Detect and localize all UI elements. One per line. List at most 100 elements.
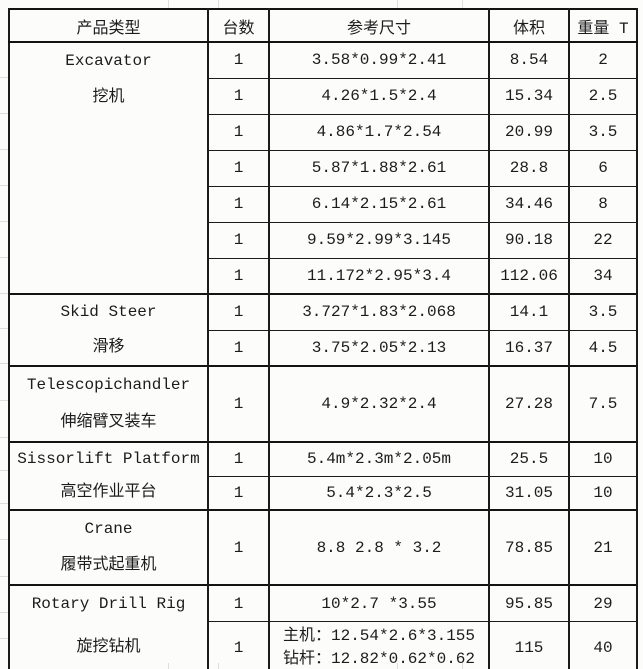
unit-count-cell[interactable]: 1 bbox=[207, 621, 270, 669]
weight-cell[interactable]: 40 bbox=[568, 621, 638, 669]
reference-size-cell[interactable]: 9.59*2.99*3.145 bbox=[268, 221, 490, 259]
gridline-stub bbox=[168, 663, 169, 669]
product-name-en: Rotary Drill Rig bbox=[31, 595, 186, 613]
reference-size-line: 主机：12.54*2.6*3.155 bbox=[282, 626, 476, 645]
product-name-zh: 伸缩臂叉装车 bbox=[60, 413, 157, 431]
table-row: Skid Steer 滑移 1 3.727*1.83*2.068 14.1 3.5 bbox=[8, 293, 638, 367]
volume-cell[interactable]: 95.85 bbox=[488, 584, 570, 623]
table-row: 1 9.59*2.99*3.145 90.18 22 bbox=[9, 221, 638, 259]
table-row: 1 6.14*2.15*2.61 34.46 8 bbox=[9, 185, 638, 223]
weight-cell[interactable]: 4.5 bbox=[568, 329, 638, 367]
reference-size-cell[interactable]: 4.86*1.7*2.54 bbox=[268, 113, 490, 151]
product-type-cell[interactable]: Excavator 挖机 bbox=[8, 41, 209, 295]
weight-cell[interactable]: 6 bbox=[568, 149, 638, 187]
unit-count-cell[interactable]: 1 bbox=[207, 257, 270, 295]
reference-size-cell[interactable]: 主机：12.54*2.6*3.155 钻杆：12.82*0.62*0.62 bbox=[268, 621, 490, 669]
gridline-stub bbox=[397, 0, 398, 8]
volume-cell[interactable]: 25.5 bbox=[488, 441, 570, 477]
gridline-stub bbox=[397, 663, 398, 669]
volume-cell[interactable]: 112.06 bbox=[488, 257, 570, 295]
gridline-stub bbox=[0, 328, 8, 329]
volume-cell[interactable]: 28.8 bbox=[488, 149, 570, 187]
volume-cell[interactable]: 20.99 bbox=[488, 113, 570, 151]
volume-cell[interactable]: 31.05 bbox=[488, 475, 570, 511]
product-type-cell[interactable]: Telescopichandler 伸缩臂叉装车 bbox=[8, 365, 209, 443]
gridline-stub bbox=[0, 612, 8, 613]
unit-count-cell[interactable]: 1 bbox=[207, 365, 270, 443]
table-row: Crane 履带式起重机 1 8.8 2.8 * 3.2 78.85 21 bbox=[8, 509, 638, 586]
weight-cell[interactable]: 34 bbox=[568, 257, 638, 295]
gridline-stub bbox=[0, 77, 8, 78]
reference-size-cell[interactable]: 3.75*2.05*2.13 bbox=[268, 329, 490, 367]
reference-size-cell[interactable]: 5.4*2.3*2.5 bbox=[268, 475, 490, 511]
weight-cell[interactable]: 3.5 bbox=[568, 293, 638, 331]
product-type-cell[interactable]: Rotary Drill Rig 旋挖钻机 bbox=[8, 584, 209, 669]
gridline-stub bbox=[0, 470, 8, 471]
header-unit-count[interactable]: 台数 bbox=[207, 8, 270, 43]
product-name-en: Sissorlift Platform bbox=[17, 450, 200, 468]
gridline-stub bbox=[0, 539, 8, 540]
reference-size-cell[interactable]: 8.8 2.8 * 3.2 bbox=[268, 509, 490, 586]
unit-count-cell[interactable]: 1 bbox=[207, 113, 270, 151]
volume-cell[interactable]: 90.18 bbox=[488, 221, 570, 259]
weight-cell[interactable]: 10 bbox=[568, 441, 638, 477]
volume-cell[interactable]: 78.85 bbox=[488, 509, 570, 586]
volume-cell[interactable]: 8.54 bbox=[488, 41, 570, 79]
product-name-en: Crane bbox=[84, 520, 133, 538]
reference-size-cell[interactable]: 3.727*1.83*2.068 bbox=[268, 293, 490, 331]
reference-size-cell[interactable]: 4.9*2.32*2.4 bbox=[268, 365, 490, 443]
weight-cell[interactable]: 7.5 bbox=[568, 365, 638, 443]
table-row: 1 3.75*2.05*2.13 16.37 4.5 bbox=[9, 329, 638, 367]
unit-count-cell[interactable]: 1 bbox=[207, 221, 270, 259]
unit-count-cell[interactable]: 1 bbox=[207, 441, 270, 477]
volume-cell[interactable]: 34.46 bbox=[488, 185, 570, 223]
unit-count-cell[interactable]: 1 bbox=[207, 509, 270, 586]
unit-count-cell[interactable]: 1 bbox=[207, 185, 270, 223]
header-weight[interactable]: 重量 T bbox=[568, 8, 638, 43]
volume-cell[interactable]: 27.28 bbox=[488, 365, 570, 443]
unit-count-cell[interactable]: 1 bbox=[207, 475, 270, 511]
volume-cell[interactable]: 115 bbox=[488, 621, 570, 669]
gridline-stub bbox=[0, 221, 8, 222]
reference-size-cell[interactable]: 10*2.7 *3.55 bbox=[268, 584, 490, 623]
weight-cell[interactable]: 2.5 bbox=[568, 77, 638, 115]
weight-cell[interactable]: 22 bbox=[568, 221, 638, 259]
product-name-zh: 旋挖钻机 bbox=[76, 638, 141, 656]
reference-size-cell[interactable]: 5.87*1.88*2.61 bbox=[268, 149, 490, 187]
gridline-stub bbox=[0, 293, 8, 294]
unit-count-cell[interactable]: 1 bbox=[207, 293, 270, 331]
volume-cell[interactable]: 16.37 bbox=[488, 329, 570, 367]
volume-cell[interactable]: 15.34 bbox=[488, 77, 570, 115]
reference-size-cell[interactable]: 5.4m*2.3m*2.05m bbox=[268, 441, 490, 477]
product-name-zh: 挖机 bbox=[92, 88, 125, 106]
table-row: Rotary Drill Rig 旋挖钻机 1 10*2.7 *3.55 95.85 29 bbox=[8, 584, 638, 669]
unit-count-cell[interactable]: 1 bbox=[207, 584, 270, 623]
gridline-stub bbox=[462, 663, 463, 669]
header-row: 产品类型 台数 参考尺寸 体积 重量 T bbox=[8, 8, 638, 43]
header-volume[interactable]: 体积 bbox=[488, 8, 570, 43]
reference-size-cell[interactable]: 6.14*2.15*2.61 bbox=[268, 185, 490, 223]
table-row: 1 4.86*1.7*2.54 20.99 3.5 bbox=[9, 113, 638, 151]
product-type-cell[interactable]: Crane 履带式起重机 bbox=[8, 509, 209, 586]
product-type-cell[interactable]: Sissorlift Platform 高空作业平台 bbox=[8, 441, 209, 511]
gridline-stub bbox=[0, 113, 8, 114]
weight-cell[interactable]: 8 bbox=[568, 185, 638, 223]
unit-count-cell[interactable]: 1 bbox=[207, 41, 270, 79]
weight-cell[interactable]: 29 bbox=[568, 584, 638, 623]
unit-count-cell[interactable]: 1 bbox=[207, 329, 270, 367]
reference-size-cell[interactable]: 3.58*0.99*2.41 bbox=[268, 41, 490, 79]
header-reference-size[interactable]: 参考尺寸 bbox=[268, 8, 490, 43]
weight-cell[interactable]: 3.5 bbox=[568, 113, 638, 151]
table-row: Excavator 挖机 1 3.58*0.99*2.41 8.54 2 bbox=[8, 41, 638, 295]
reference-size-cell[interactable]: 4.26*1.5*2.4 bbox=[268, 77, 490, 115]
gridline-stub bbox=[462, 0, 463, 8]
product-type-cell[interactable]: Skid Steer 滑移 bbox=[8, 293, 209, 367]
weight-cell[interactable]: 21 bbox=[568, 509, 638, 586]
unit-count-cell[interactable]: 1 bbox=[207, 77, 270, 115]
unit-count-cell[interactable]: 1 bbox=[207, 149, 270, 187]
volume-cell[interactable]: 14.1 bbox=[488, 293, 570, 331]
header-product-type[interactable]: 产品类型 bbox=[8, 8, 209, 43]
weight-cell[interactable]: 10 bbox=[568, 475, 638, 511]
reference-size-cell[interactable]: 11.172*2.95*3.4 bbox=[268, 257, 490, 295]
weight-cell[interactable]: 2 bbox=[568, 41, 638, 79]
